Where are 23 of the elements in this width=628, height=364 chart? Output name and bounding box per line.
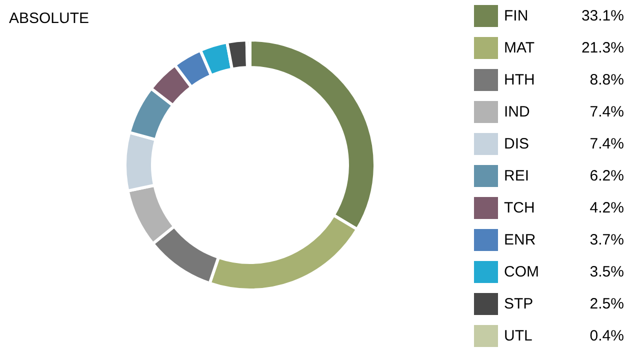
- legend-label: COM: [504, 264, 539, 280]
- legend-label: STP: [504, 296, 534, 312]
- legend-label: ENR: [504, 232, 536, 248]
- legend-label: DIS: [504, 136, 530, 152]
- legend-label: UTL: [504, 328, 532, 344]
- data-label: 0.4%: [590, 328, 624, 344]
- data-label: 4.2%: [590, 200, 624, 216]
- data-label: 8.8%: [590, 72, 624, 88]
- data-label: 2.5%: [590, 296, 624, 312]
- legend-label: REI: [504, 168, 530, 184]
- data-label: 3.5%: [590, 264, 624, 280]
- legend-label: FIN: [504, 8, 528, 24]
- legend-label: MAT: [504, 40, 535, 56]
- legend-label: TCH: [504, 200, 535, 216]
- legend-label: HTH: [504, 72, 535, 88]
- data-label: 3.7%: [590, 232, 624, 248]
- legend-label: IND: [504, 104, 530, 120]
- data-label: 6.2%: [590, 168, 624, 184]
- data-label: 21.3%: [581, 40, 624, 56]
- data-label: 7.4%: [590, 104, 624, 120]
- chart-title: ABSOLUTE: [9, 10, 90, 27]
- data-label: 33.1%: [581, 8, 624, 24]
- data-label: 7.4%: [590, 136, 624, 152]
